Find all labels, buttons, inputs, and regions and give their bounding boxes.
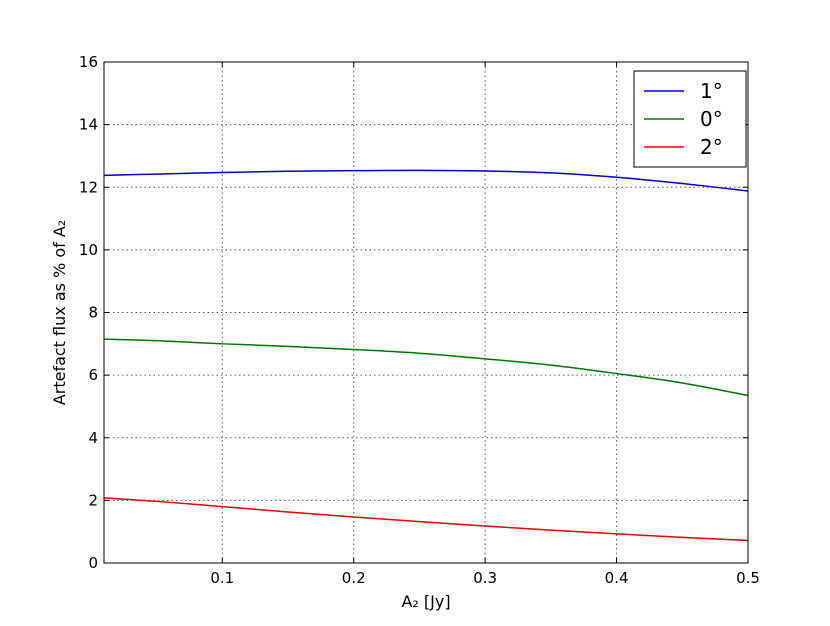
legend-label: 0° [700,107,723,131]
x-axis-label: A₂ [Jy] [401,592,450,611]
y-tick-label: 12 [79,178,98,196]
x-tick-label: 0.3 [473,569,497,587]
series-line-2 [103,497,749,542]
y-tick-label: 16 [79,53,98,71]
x-tick-label: 0.5 [736,569,760,587]
axis-ticks: 0.1 0.2 0.3 0.4 0.5 0 2 4 6 8 10 12 14 16 [79,53,760,587]
y-tick-label: 10 [79,241,98,259]
y-tick-label: 4 [88,429,98,447]
legend-label: 2° [700,135,723,159]
y-tick-label: 0 [88,554,98,572]
y-tick-label: 6 [88,366,98,384]
legend-label: 1° [700,79,723,103]
x-tick-label: 0.4 [605,569,629,587]
y-tick-label: 8 [88,304,98,322]
axis-labels: A₂ [Jy] Artefact flux as % of A₂ [50,220,451,611]
series-line-1 [103,338,749,397]
series-lines [103,169,749,542]
x-tick-label: 0.1 [210,569,234,587]
series-line-0 [103,169,749,192]
y-tick-label: 2 [88,491,98,509]
legend: 1° 0° 2° [633,70,747,168]
y-axis-label: Artefact flux as % of A₂ [50,220,69,405]
y-tick-label: 14 [79,116,98,134]
x-tick-label: 0.2 [342,569,366,587]
